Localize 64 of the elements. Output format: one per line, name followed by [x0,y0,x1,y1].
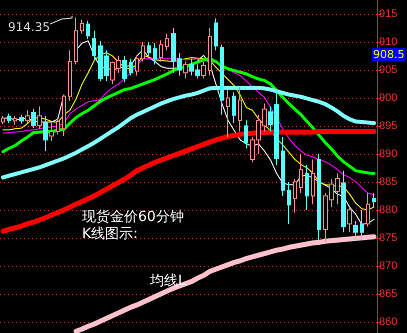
candlestick [220,44,224,116]
annotation: 914.35 [8,20,50,34]
candlestick [49,122,54,142]
candlestick [7,113,11,124]
candlestick [122,55,127,83]
candlestick [68,50,72,102]
line-series [1,86,376,180]
y-tick-label: 915 [379,8,398,20]
candlestick [37,106,42,130]
y-tick-label: 880 [379,204,398,216]
candlestick [129,58,133,76]
candlestick [25,110,30,124]
candlestick [353,220,358,242]
candlestick [244,120,248,149]
candlestick [92,30,96,60]
candlestick [80,19,84,34]
y-tick-label: 865 [379,288,398,300]
candlestick [159,40,163,62]
candlestick [305,164,309,210]
candlestick [165,33,169,51]
candlestick [317,153,321,242]
y-tick-label: 890 [379,148,398,160]
candlestick [299,153,303,194]
candlestick [360,209,364,240]
y-tick-label: 875 [379,232,398,244]
candlestick [366,192,370,228]
y-tick-label: 870 [379,260,398,272]
candlestick [347,206,352,233]
candlestick [281,136,285,196]
candlestick [19,114,24,124]
candlestick [238,86,242,132]
candlestick [214,18,218,51]
y-tick-label: 860 [379,316,398,328]
candlestick [31,108,36,129]
candlestick [208,27,212,76]
candlestick [372,192,376,208]
candlestick [43,115,48,152]
candlestick [226,89,230,138]
candlestick [62,94,66,136]
candlestick [232,92,236,124]
candlestick [135,55,139,76]
y-tick-label: 910 [379,36,398,48]
candlestick [86,20,90,40]
candlestick [341,170,346,233]
candlestick [287,181,291,224]
y-tick-label: 905 [379,64,398,76]
annotation: 908.5 [373,48,404,61]
candlestick [74,17,78,65]
y-tick-label: 895 [379,120,398,132]
candlestick [201,61,206,79]
annotation: 现货金价60分钟 [82,209,184,225]
y-tick-label: 900 [379,92,398,104]
candlestick [56,117,60,135]
candlestick [183,61,188,79]
line-series [2,57,376,175]
candlestick [13,115,17,126]
candlestick [153,42,157,65]
candlestick [311,159,315,205]
candlestick [147,41,151,56]
candlestick [141,41,145,62]
annotation: K线图示: [82,226,138,242]
y-tick-label: 885 [379,176,398,188]
candlestick [293,178,297,214]
candlestick [1,115,5,125]
